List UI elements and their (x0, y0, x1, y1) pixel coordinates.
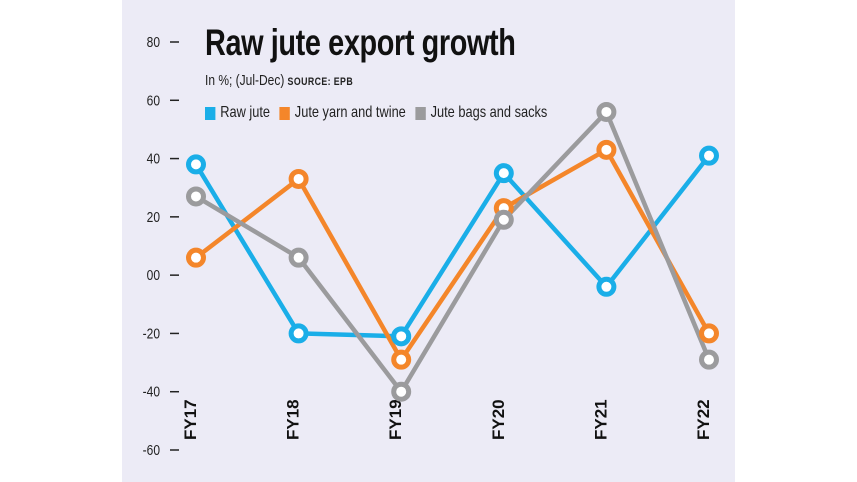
subtitle-text: In %; (Jul-Dec) (205, 72, 285, 89)
data-point (288, 323, 309, 344)
series-line (194, 109, 712, 394)
y-tick-label: 40 (147, 150, 161, 167)
series-line (194, 147, 711, 362)
y-tick-label: 60 (147, 92, 161, 109)
chart-panel (122, 0, 735, 482)
series-line (194, 154, 711, 339)
legend-item: Jute yarn and twine (279, 104, 406, 122)
legend-swatch (279, 106, 290, 120)
source-label: SOURCE: EPB (287, 76, 354, 88)
data-point (596, 139, 617, 160)
data-point (699, 323, 719, 344)
legend-label: Jute bags and sacks (430, 104, 548, 121)
legend: Raw jute Jute yarn and twine Jute bags a… (205, 104, 547, 122)
x-tick-label: FY22 (694, 399, 713, 440)
data-point (391, 349, 412, 370)
data-point (391, 381, 412, 402)
x-tick-label: FY21 (591, 399, 610, 440)
x-tick-label: FY17 (181, 399, 200, 440)
data-point (186, 186, 206, 207)
y-tick-label: -20 (143, 325, 161, 342)
data-point (186, 247, 206, 268)
data-point (288, 247, 309, 268)
data-point (596, 276, 617, 297)
y-tick-label: -60 (143, 442, 161, 459)
y-tick-label: 20 (147, 209, 161, 226)
y-tick-label: 80 (147, 34, 161, 51)
y-tick-label: 00 (147, 267, 161, 284)
x-tick-label: FY20 (489, 399, 508, 440)
legend-item: Raw jute (205, 104, 270, 122)
legend-item: Jute bags and sacks (415, 104, 547, 122)
legend-label: Jute yarn and twine (294, 104, 406, 121)
x-tick-label: FY19 (386, 399, 405, 440)
data-point (699, 349, 719, 370)
legend-swatch (415, 106, 426, 120)
y-tick-label: -40 (143, 383, 161, 400)
data-point (493, 209, 514, 230)
chart-subtitle: In %; (Jul-Dec) SOURCE: EPB (205, 72, 353, 89)
chart-title: Raw jute export growth (205, 22, 516, 63)
data-point (391, 326, 412, 347)
data-point (699, 145, 719, 166)
data-point (596, 101, 617, 122)
legend-label: Raw jute (220, 104, 270, 121)
data-point (493, 163, 514, 184)
data-point (288, 168, 309, 189)
x-tick-label: FY18 (284, 399, 303, 440)
data-point (186, 154, 206, 175)
legend-swatch (205, 106, 216, 120)
